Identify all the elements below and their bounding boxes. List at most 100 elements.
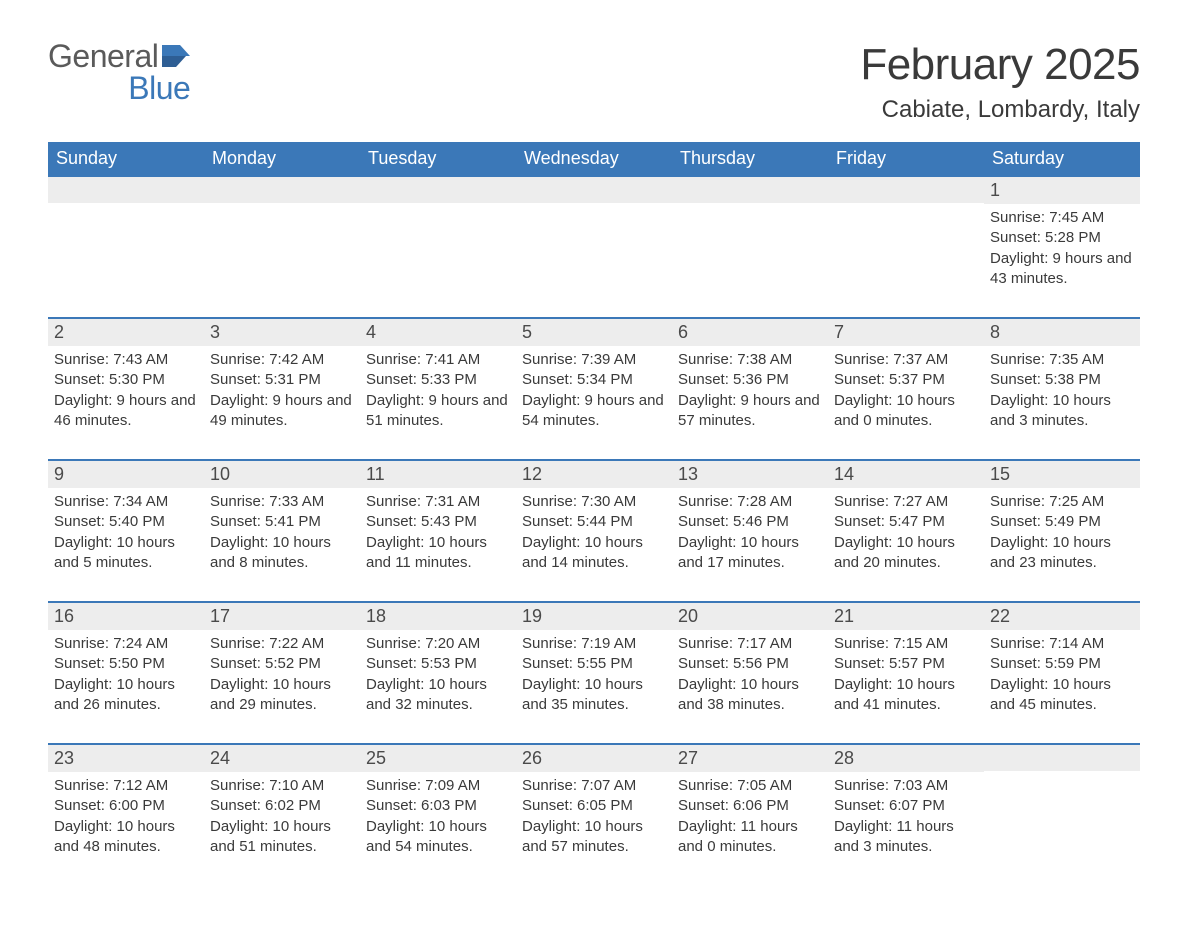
sunset-value: 5:31 PM — [265, 371, 321, 388]
day-number — [516, 177, 672, 203]
sunset-value: 5:38 PM — [1045, 371, 1101, 388]
sunset-value: 5:47 PM — [889, 513, 945, 530]
day-body: Sunrise: 7:45 AMSunset: 5:28 PMDaylight:… — [984, 204, 1140, 317]
day-number: 27 — [672, 745, 828, 772]
daylight-line: Daylight: 10 hours and 11 minutes. — [366, 533, 510, 574]
sunrise-value: 7:31 AM — [425, 493, 480, 510]
sunrise-line: Sunrise: 7:17 AM — [678, 634, 822, 654]
day-body: Sunrise: 7:41 AMSunset: 5:33 PMDaylight:… — [360, 346, 516, 459]
brand-flag-icon — [162, 45, 190, 72]
sunrise-line: Sunrise: 7:22 AM — [210, 634, 354, 654]
sunset-line: Sunset: 6:07 PM — [834, 796, 978, 816]
day-body: Sunrise: 7:27 AMSunset: 5:47 PMDaylight:… — [828, 488, 984, 601]
day-cell: 21Sunrise: 7:15 AMSunset: 5:57 PMDayligh… — [828, 602, 984, 744]
day-cell: 14Sunrise: 7:27 AMSunset: 5:47 PMDayligh… — [828, 460, 984, 602]
day-body: Sunrise: 7:03 AMSunset: 6:07 PMDaylight:… — [828, 772, 984, 885]
day-number: 21 — [828, 603, 984, 630]
sunrise-value: 7:03 AM — [893, 777, 948, 794]
sunset-line: Sunset: 5:50 PM — [54, 654, 198, 674]
sunset-line: Sunset: 5:34 PM — [522, 370, 666, 390]
day-cell — [984, 744, 1140, 885]
daylight-value: 9 hours and 54 minutes. — [522, 392, 664, 429]
daylight-value: 10 hours and 8 minutes. — [210, 534, 331, 571]
daylight-line: Daylight: 9 hours and 49 minutes. — [210, 391, 354, 432]
day-header: Tuesday — [360, 142, 516, 176]
sunrise-value: 7:34 AM — [113, 493, 168, 510]
sunrise-value: 7:22 AM — [269, 635, 324, 652]
sunset-value: 5:33 PM — [421, 371, 477, 388]
daylight-value: 10 hours and 32 minutes. — [366, 676, 487, 713]
sunrise-value: 7:35 AM — [1049, 351, 1104, 368]
sunrise-value: 7:10 AM — [269, 777, 324, 794]
sunset-line: Sunset: 5:41 PM — [210, 512, 354, 532]
sunset-line: Sunset: 5:30 PM — [54, 370, 198, 390]
day-body: Sunrise: 7:14 AMSunset: 5:59 PMDaylight:… — [984, 630, 1140, 743]
daylight-value: 10 hours and 29 minutes. — [210, 676, 331, 713]
day-cell: 26Sunrise: 7:07 AMSunset: 6:05 PMDayligh… — [516, 744, 672, 885]
sunset-value: 6:06 PM — [733, 797, 789, 814]
day-cell: 18Sunrise: 7:20 AMSunset: 5:53 PMDayligh… — [360, 602, 516, 744]
day-body: Sunrise: 7:38 AMSunset: 5:36 PMDaylight:… — [672, 346, 828, 459]
day-number: 14 — [828, 461, 984, 488]
sunrise-value: 7:45 AM — [1049, 209, 1104, 226]
day-header: Thursday — [672, 142, 828, 176]
sunrise-line: Sunrise: 7:25 AM — [990, 492, 1134, 512]
sunset-line: Sunset: 5:49 PM — [990, 512, 1134, 532]
sunrise-value: 7:28 AM — [737, 493, 792, 510]
sunrise-line: Sunrise: 7:42 AM — [210, 350, 354, 370]
sunset-line: Sunset: 5:59 PM — [990, 654, 1134, 674]
day-number — [360, 177, 516, 203]
title-block: February 2025 Cabiate, Lombardy, Italy — [860, 40, 1140, 124]
sunset-line: Sunset: 5:56 PM — [678, 654, 822, 674]
daylight-line: Daylight: 10 hours and 41 minutes. — [834, 675, 978, 716]
day-number: 10 — [204, 461, 360, 488]
day-body: Sunrise: 7:34 AMSunset: 5:40 PMDaylight:… — [48, 488, 204, 601]
daylight-value: 10 hours and 3 minutes. — [990, 392, 1111, 429]
daylight-value: 10 hours and 0 minutes. — [834, 392, 955, 429]
daylight-line: Daylight: 9 hours and 43 minutes. — [990, 249, 1134, 290]
daylight-value: 10 hours and 20 minutes. — [834, 534, 955, 571]
day-body: Sunrise: 7:22 AMSunset: 5:52 PMDaylight:… — [204, 630, 360, 743]
day-cell: 2Sunrise: 7:43 AMSunset: 5:30 PMDaylight… — [48, 318, 204, 460]
sunrise-value: 7:30 AM — [581, 493, 636, 510]
daylight-value: 9 hours and 57 minutes. — [678, 392, 820, 429]
daylight-line: Daylight: 11 hours and 3 minutes. — [834, 817, 978, 858]
week-row: 23Sunrise: 7:12 AMSunset: 6:00 PMDayligh… — [48, 744, 1140, 885]
day-cell: 15Sunrise: 7:25 AMSunset: 5:49 PMDayligh… — [984, 460, 1140, 602]
sunrise-line: Sunrise: 7:28 AM — [678, 492, 822, 512]
daylight-line: Daylight: 10 hours and 20 minutes. — [834, 533, 978, 574]
sunset-value: 5:59 PM — [1045, 655, 1101, 672]
day-body: Sunrise: 7:31 AMSunset: 5:43 PMDaylight:… — [360, 488, 516, 601]
daylight-line: Daylight: 9 hours and 51 minutes. — [366, 391, 510, 432]
sunrise-line: Sunrise: 7:24 AM — [54, 634, 198, 654]
day-number: 15 — [984, 461, 1140, 488]
day-body: Sunrise: 7:25 AMSunset: 5:49 PMDaylight:… — [984, 488, 1140, 601]
day-number: 13 — [672, 461, 828, 488]
day-body: Sunrise: 7:05 AMSunset: 6:06 PMDaylight:… — [672, 772, 828, 885]
sunset-value: 5:44 PM — [577, 513, 633, 530]
day-body — [204, 203, 360, 283]
daylight-value: 11 hours and 0 minutes. — [678, 818, 798, 855]
sunset-value: 6:03 PM — [421, 797, 477, 814]
sunrise-line: Sunrise: 7:39 AM — [522, 350, 666, 370]
day-body — [984, 771, 1140, 851]
sunrise-line: Sunrise: 7:33 AM — [210, 492, 354, 512]
sunset-value: 5:30 PM — [109, 371, 165, 388]
month-title: February 2025 — [860, 40, 1140, 90]
header: General Blue February 2025 Cabiate, Lomb… — [48, 40, 1140, 124]
day-body: Sunrise: 7:42 AMSunset: 5:31 PMDaylight:… — [204, 346, 360, 459]
day-header: Saturday — [984, 142, 1140, 176]
sunrise-line: Sunrise: 7:09 AM — [366, 776, 510, 796]
day-cell: 9Sunrise: 7:34 AMSunset: 5:40 PMDaylight… — [48, 460, 204, 602]
week-row: 2Sunrise: 7:43 AMSunset: 5:30 PMDaylight… — [48, 318, 1140, 460]
daylight-value: 10 hours and 26 minutes. — [54, 676, 175, 713]
day-body — [672, 203, 828, 283]
sunset-value: 5:52 PM — [265, 655, 321, 672]
sunset-value: 6:05 PM — [577, 797, 633, 814]
sunset-line: Sunset: 5:46 PM — [678, 512, 822, 532]
daylight-value: 10 hours and 5 minutes. — [54, 534, 175, 571]
daylight-line: Daylight: 10 hours and 23 minutes. — [990, 533, 1134, 574]
daylight-value: 10 hours and 35 minutes. — [522, 676, 643, 713]
day-number: 9 — [48, 461, 204, 488]
daylight-line: Daylight: 10 hours and 48 minutes. — [54, 817, 198, 858]
